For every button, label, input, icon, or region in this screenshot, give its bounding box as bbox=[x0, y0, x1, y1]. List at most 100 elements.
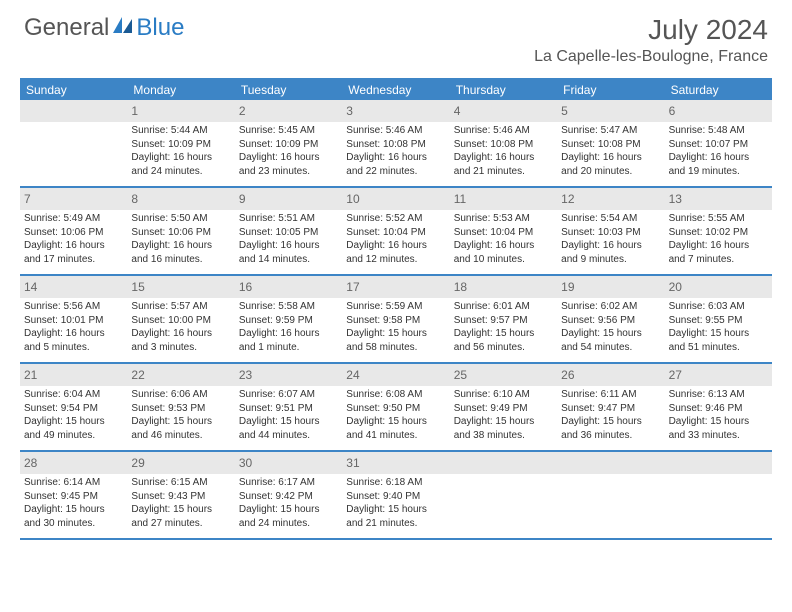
day-details: Sunrise: 5:46 AMSunset: 10:08 PMDaylight… bbox=[346, 124, 445, 178]
day-cell-empty bbox=[557, 452, 664, 538]
daynum-row: 21 bbox=[20, 364, 127, 386]
day-number: 15 bbox=[131, 280, 144, 294]
day-details: Sunrise: 5:58 AMSunset: 9:59 PMDaylight:… bbox=[239, 300, 338, 354]
day-details: Sunrise: 5:51 AMSunset: 10:05 PMDaylight… bbox=[239, 212, 338, 266]
day-details: Sunrise: 5:56 AMSunset: 10:01 PMDaylight… bbox=[24, 300, 123, 354]
day-number: 29 bbox=[131, 456, 144, 470]
logo: General Blue bbox=[24, 14, 184, 42]
daynum-row: 3 bbox=[342, 100, 449, 122]
day-details: Sunrise: 5:48 AMSunset: 10:07 PMDaylight… bbox=[669, 124, 768, 178]
weekday-fri: Friday bbox=[557, 80, 664, 100]
day-cell: 30Sunrise: 6:17 AMSunset: 9:42 PMDayligh… bbox=[235, 452, 342, 538]
daynum-row: 13 bbox=[665, 188, 772, 210]
daynum-row: 9 bbox=[235, 188, 342, 210]
day-number: 6 bbox=[669, 104, 676, 118]
day-cell: 17Sunrise: 5:59 AMSunset: 9:58 PMDayligh… bbox=[342, 276, 449, 362]
day-cell-empty bbox=[665, 452, 772, 538]
day-cell: 3Sunrise: 5:46 AMSunset: 10:08 PMDayligh… bbox=[342, 100, 449, 186]
day-cell: 20Sunrise: 6:03 AMSunset: 9:55 PMDayligh… bbox=[665, 276, 772, 362]
week-row: 28Sunrise: 6:14 AMSunset: 9:45 PMDayligh… bbox=[20, 452, 772, 540]
day-cell: 24Sunrise: 6:08 AMSunset: 9:50 PMDayligh… bbox=[342, 364, 449, 450]
day-details: Sunrise: 5:55 AMSunset: 10:02 PMDaylight… bbox=[669, 212, 768, 266]
day-details: Sunrise: 5:45 AMSunset: 10:09 PMDaylight… bbox=[239, 124, 338, 178]
daynum-row: 17 bbox=[342, 276, 449, 298]
weekday-tue: Tuesday bbox=[235, 80, 342, 100]
week-row: 14 Sunrise: 5:56 AMSunset: 10:01 PMDaylig… bbox=[20, 276, 772, 364]
day-details: Sunrise: 5:49 AMSunset: 10:06 PMDaylight… bbox=[24, 212, 123, 266]
daynum-row bbox=[557, 452, 664, 474]
day-number: 7 bbox=[24, 192, 31, 206]
daynum-row: 11 bbox=[450, 188, 557, 210]
day-number bbox=[561, 456, 564, 470]
day-cell: 22Sunrise: 6:06 AMSunset: 9:53 PMDayligh… bbox=[127, 364, 234, 450]
day-details: Sunrise: 6:14 AMSunset: 9:45 PMDaylight:… bbox=[24, 476, 123, 530]
day-details: Sunrise: 5:47 AMSunset: 10:08 PMDaylight… bbox=[561, 124, 660, 178]
day-details: Sunrise: 5:46 AMSunset: 10:08 PMDaylight… bbox=[454, 124, 553, 178]
day-cell: 4 Sunrise: 5:46 AMSunset: 10:08 PMDayligh… bbox=[450, 100, 557, 186]
daynum-row: 14 bbox=[20, 276, 127, 298]
daynum-row: 24 bbox=[342, 364, 449, 386]
day-cell-empty bbox=[20, 100, 127, 186]
logo-icon bbox=[112, 14, 134, 42]
day-number: 16 bbox=[239, 280, 252, 294]
daynum-row bbox=[665, 452, 772, 474]
daynum-row: 31 bbox=[342, 452, 449, 474]
day-cell: 8Sunrise: 5:50 AMSunset: 10:06 PMDayligh… bbox=[127, 188, 234, 274]
day-number: 9 bbox=[239, 192, 246, 206]
day-details: Sunrise: 6:10 AMSunset: 9:49 PMDaylight:… bbox=[454, 388, 553, 442]
daynum-row: 1 bbox=[127, 100, 234, 122]
day-cell: 5 Sunrise: 5:47 AMSunset: 10:08 PMDayligh… bbox=[557, 100, 664, 186]
daynum-row bbox=[20, 100, 127, 122]
day-details: Sunrise: 5:54 AMSunset: 10:03 PMDaylight… bbox=[561, 212, 660, 266]
day-cell: 9 Sunrise: 5:51 AMSunset: 10:05 PMDayligh… bbox=[235, 188, 342, 274]
day-number: 23 bbox=[239, 368, 252, 382]
day-number: 27 bbox=[669, 368, 682, 382]
day-cell: 18Sunrise: 6:01 AMSunset: 9:57 PMDayligh… bbox=[450, 276, 557, 362]
daynum-row: 25 bbox=[450, 364, 557, 386]
day-details: Sunrise: 6:06 AMSunset: 9:53 PMDaylight:… bbox=[131, 388, 230, 442]
daynum-row: 28 bbox=[20, 452, 127, 474]
day-number: 1 bbox=[131, 104, 138, 118]
day-number: 26 bbox=[561, 368, 574, 382]
day-cell: 14 Sunrise: 5:56 AMSunset: 10:01 PMDaylig… bbox=[20, 276, 127, 362]
day-details: Sunrise: 6:08 AMSunset: 9:50 PMDaylight:… bbox=[346, 388, 445, 442]
day-cell: 29Sunrise: 6:15 AMSunset: 9:43 PMDayligh… bbox=[127, 452, 234, 538]
week-row: 21Sunrise: 6:04 AMSunset: 9:54 PMDayligh… bbox=[20, 364, 772, 452]
day-number: 14 bbox=[24, 280, 37, 294]
day-details: Sunrise: 5:53 AMSunset: 10:04 PMDaylight… bbox=[454, 212, 553, 266]
daynum-row: 23 bbox=[235, 364, 342, 386]
day-number bbox=[24, 104, 27, 118]
daynum-row: 2 bbox=[235, 100, 342, 122]
day-number: 5 bbox=[561, 104, 568, 118]
weekday-thu: Thursday bbox=[450, 80, 557, 100]
title-block: July 2024 La Capelle-les-Boulogne, Franc… bbox=[534, 14, 768, 66]
day-cell: 1 Sunrise: 5:44 AMSunset: 10:09 PMDayligh… bbox=[127, 100, 234, 186]
day-cell-empty bbox=[450, 452, 557, 538]
daynum-row: 20 bbox=[665, 276, 772, 298]
day-details: Sunrise: 5:50 AMSunset: 10:06 PMDaylight… bbox=[131, 212, 230, 266]
day-cell: 16 Sunrise: 5:58 AMSunset: 9:59 PMDayligh… bbox=[235, 276, 342, 362]
daynum-row: 18 bbox=[450, 276, 557, 298]
day-number: 4 bbox=[454, 104, 461, 118]
day-cell: 25Sunrise: 6:10 AMSunset: 9:49 PMDayligh… bbox=[450, 364, 557, 450]
day-cell: 27Sunrise: 6:13 AMSunset: 9:46 PMDayligh… bbox=[665, 364, 772, 450]
day-cell: 21Sunrise: 6:04 AMSunset: 9:54 PMDayligh… bbox=[20, 364, 127, 450]
day-number: 2 bbox=[239, 104, 246, 118]
day-details: Sunrise: 6:01 AMSunset: 9:57 PMDaylight:… bbox=[454, 300, 553, 354]
day-cell: 26Sunrise: 6:11 AMSunset: 9:47 PMDayligh… bbox=[557, 364, 664, 450]
day-number: 13 bbox=[669, 192, 682, 206]
day-cell: 31Sunrise: 6:18 AMSunset: 9:40 PMDayligh… bbox=[342, 452, 449, 538]
calendar: Sunday Monday Tuesday Wednesday Thursday… bbox=[20, 78, 772, 540]
daynum-row: 4 bbox=[450, 100, 557, 122]
daynum-row bbox=[450, 452, 557, 474]
day-details: Sunrise: 5:52 AMSunset: 10:04 PMDaylight… bbox=[346, 212, 445, 266]
day-number: 10 bbox=[346, 192, 359, 206]
logo-text-1: General bbox=[24, 14, 109, 42]
day-details: Sunrise: 6:02 AMSunset: 9:56 PMDaylight:… bbox=[561, 300, 660, 354]
day-number bbox=[454, 456, 457, 470]
day-cell: 13 Sunrise: 5:55 AMSunset: 10:02 PMDaylig… bbox=[665, 188, 772, 274]
day-cell: 28Sunrise: 6:14 AMSunset: 9:45 PMDayligh… bbox=[20, 452, 127, 538]
day-number: 20 bbox=[669, 280, 682, 294]
day-details: Sunrise: 6:18 AMSunset: 9:40 PMDaylight:… bbox=[346, 476, 445, 530]
day-details: Sunrise: 5:44 AMSunset: 10:09 PMDaylight… bbox=[131, 124, 230, 178]
